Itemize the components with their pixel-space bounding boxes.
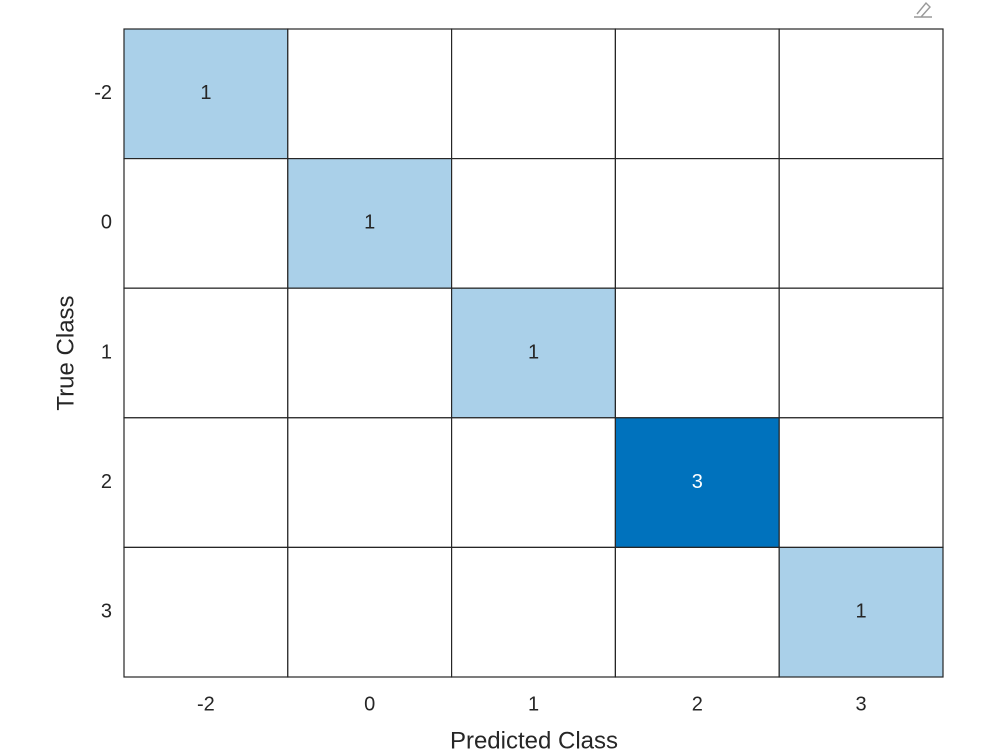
cell [287,417,453,548]
cell-label: 3 [692,471,703,493]
x-axis-label: Predicted Class [450,727,618,750]
cell [451,287,617,419]
cell [123,546,289,678]
cell [778,28,944,160]
cell [123,158,289,289]
cell [778,546,944,678]
cell [451,28,617,160]
cell [451,158,617,289]
cell-label: 1 [856,600,867,622]
x-tick-label: -2 [197,693,215,715]
y-tick-label: 1 [101,341,112,363]
cell-label: 1 [364,212,375,234]
cell [123,28,289,160]
cell [778,287,944,419]
cell-label: 1 [200,82,211,104]
cell [123,417,289,548]
cell [614,287,780,419]
x-tick-label: 1 [528,693,539,715]
cell-label: 1 [528,341,539,363]
cell [614,28,780,160]
y-tick-label: 0 [101,212,112,234]
cell [287,546,453,678]
cell [778,417,944,548]
cell [614,417,780,548]
toolbar-icon[interactable] [914,1,932,18]
y-tick-label: 3 [101,600,112,622]
cell [123,287,289,419]
x-tick-label: 2 [692,693,703,715]
cell [614,158,780,289]
y-axis-label: True Class [52,295,79,410]
cell [451,546,617,678]
cell [287,28,453,160]
cell [287,158,453,289]
cell [614,546,780,678]
cell [287,287,453,419]
cell [778,158,944,289]
y-tick-label: -2 [94,82,112,104]
y-tick-label: 2 [101,471,112,493]
x-tick-label: 0 [364,693,375,715]
cell [451,417,617,548]
x-tick-label: 3 [856,693,867,715]
